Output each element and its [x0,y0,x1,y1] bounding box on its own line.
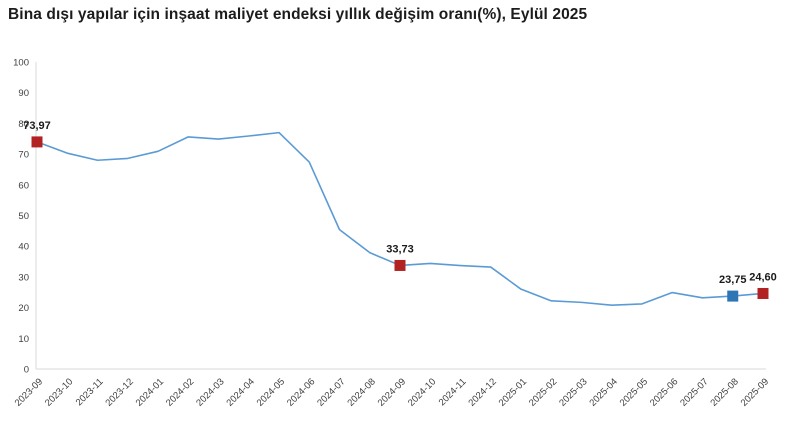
y-tick-label: 60 [18,180,29,191]
data-series-line [36,131,764,306]
x-tick-label: 2025-08 [708,376,740,408]
highlight-marker [757,287,769,299]
x-tick-label: 2024-11 [437,376,469,408]
x-tick-label: 2024-08 [345,376,377,408]
x-tick-label: 2025-03 [557,376,589,408]
data-point-label: 24,60 [749,271,777,283]
x-tick-label: 2023-12 [103,376,135,408]
x-tick-label: 2025-02 [527,376,559,408]
highlight-markers [31,136,769,302]
y-tick-label: 50 [18,211,29,222]
highlight-marker [31,136,43,148]
x-tick-label: 2023-11 [74,376,106,408]
x-tick-label: 2025-06 [648,376,680,408]
y-tick-label: 70 [18,150,29,161]
x-tick-label: 2023-09 [13,376,45,408]
x-tick-label: 2025-04 [587,376,619,408]
data-point-label: 33,73 [386,243,414,255]
x-tick-label: 2024-12 [466,376,498,408]
x-tick-label: 2024-05 [255,376,287,408]
y-tick-label: 0 [24,365,29,376]
data-point-label: 73,97 [23,120,51,132]
chart-title: Bina dışı yapılar için inşaat maliyet en… [8,6,588,23]
x-tick-label: 2024-10 [406,376,438,408]
data-point-labels: 73,97 33,73 23,75 24,60 [23,120,777,286]
y-tick-label: 80 [18,119,29,130]
x-tick-label: 2024-03 [194,376,226,408]
x-tick-label: 2025-07 [678,376,710,408]
x-tick-label: 2024-04 [224,376,256,408]
y-tick-label: 20 [18,303,29,314]
x-tick-label: 2024-07 [315,376,347,408]
x-tick-label: 2025-05 [618,376,650,408]
y-tick-label: 40 [18,242,29,253]
x-tick-label: 2025-01 [497,376,529,408]
data-point-label: 23,75 [719,274,747,286]
series-line [36,131,764,306]
y-axis-labels: 0 10 20 30 40 50 60 70 80 90 100 [13,58,29,376]
y-tick-label: 10 [18,334,29,345]
y-tick-label: 30 [18,272,29,283]
x-tick-label: 2024-02 [164,376,196,408]
x-tick-label: 2025-09 [739,376,771,408]
x-axis-labels: 2023-092023-102023-112023-122024-012024-… [13,376,771,408]
y-tick-label: 100 [13,58,29,69]
y-tick-label: 90 [18,88,29,99]
x-tick-label: 2024-09 [376,376,408,408]
x-tick-label: 2024-06 [285,376,317,408]
x-tick-label: 2024-01 [134,376,166,408]
chart-axes [35,62,766,370]
highlight-marker [394,259,406,271]
x-tick-label: 2023-10 [43,376,75,408]
highlight-marker [727,290,739,302]
